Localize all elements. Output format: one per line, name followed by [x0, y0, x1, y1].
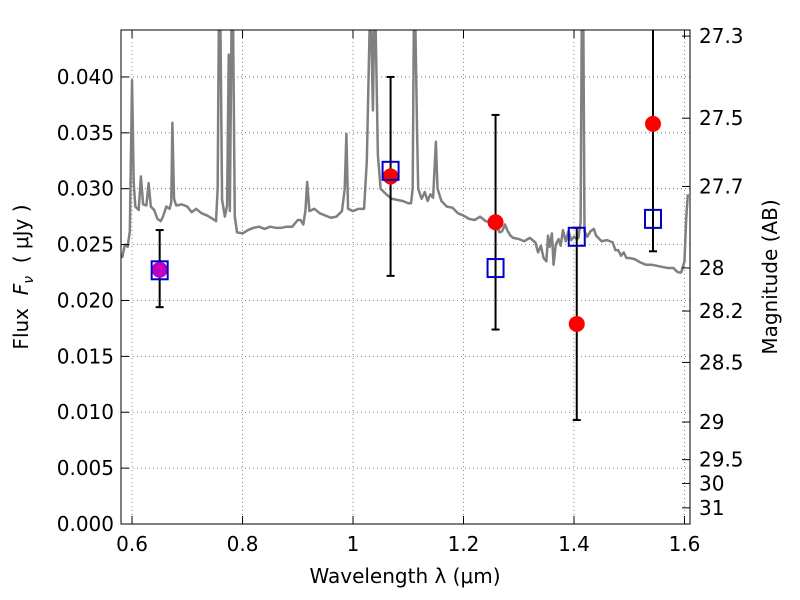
x-tick-label: 1.6 [669, 532, 701, 556]
axis-ticks: 0.6 0.8 1 1.2 1.4 1.6 0.000 0.005 0.010 0.015 0.02… [57, 24, 744, 556]
marker-layer [150, 30, 662, 422]
y-tick-label: 0.010 [57, 400, 114, 424]
model-point [643, 208, 662, 229]
observed-point [487, 214, 504, 231]
mag-tick-label: 27.5 [699, 106, 744, 130]
mag-tick-label: 28.2 [699, 299, 744, 323]
grid [121, 30, 690, 524]
y-tick-label: 0.035 [57, 121, 114, 145]
model-point [486, 258, 505, 279]
y-tick-label: 0.005 [57, 456, 114, 480]
x-tick-label: 1.2 [448, 532, 480, 556]
x-tick-label: 0.6 [116, 532, 148, 556]
y-tick-label: 0.000 [57, 512, 114, 536]
y-tick-label: 0.020 [57, 288, 114, 312]
x-tick-label: 0.8 [227, 532, 259, 556]
x-axis-label: Wavelength λ (μm) [309, 564, 500, 588]
mag-tick-label: 28 [699, 256, 724, 280]
model-point [567, 226, 586, 247]
y-tick-label: 0.040 [57, 65, 114, 89]
y-tick-label: 0.015 [57, 344, 114, 368]
mag-tick-label: 27.3 [699, 24, 744, 48]
mag-tick-label: 29 [699, 410, 724, 434]
model-point [150, 260, 169, 281]
y-tick-label: 0.025 [57, 233, 114, 257]
mag-tick-label: 28.5 [699, 350, 744, 374]
x-tick-label: 1 [347, 532, 360, 556]
y-axis-label: Flux Fν ( μJy ) [9, 204, 37, 349]
plot-frame [120, 29, 691, 525]
mag-tick-label: 27.7 [699, 174, 744, 198]
y2-axis-label: Magnitude (AB) [758, 199, 782, 354]
y-tick-label: 0.030 [57, 177, 114, 201]
observed-point [568, 315, 585, 332]
observed-point [151, 261, 168, 278]
x-tick-label: 1.4 [558, 532, 590, 556]
observed-point [382, 168, 399, 185]
mag-tick-label: 31 [699, 496, 724, 520]
mag-tick-label: 30 [699, 471, 724, 495]
observed-point [644, 115, 661, 132]
mag-tick-label: 29.5 [699, 448, 744, 472]
model-point [381, 160, 400, 181]
